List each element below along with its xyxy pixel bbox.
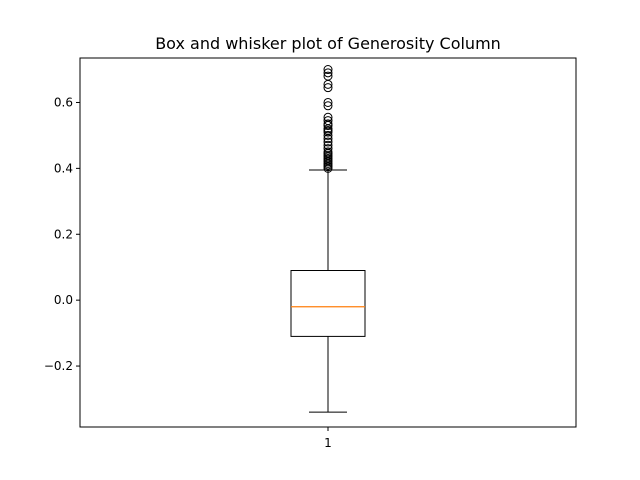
outlier-point: [323, 68, 333, 78]
outlier-point: [323, 101, 333, 111]
outlier-point: [323, 65, 333, 75]
y-tick-label: 0.0: [54, 293, 73, 307]
iqr-box: [290, 270, 366, 337]
outlier-point: [323, 116, 333, 126]
plot-area: [290, 65, 366, 413]
y-axis: −0.2 0.0 0.2 0.4 0.6: [44, 95, 80, 373]
outlier-point: [323, 140, 333, 150]
outlier-point: [323, 119, 333, 129]
outlier-point: [323, 137, 333, 147]
outlier-point: [323, 97, 333, 107]
outlier-point: [323, 147, 333, 157]
outlier-point: [323, 71, 333, 81]
y-tick-label: 0.4: [54, 161, 73, 175]
outlier-point: [323, 130, 333, 140]
x-tick-label: 1: [324, 436, 332, 450]
y-tick-label: −0.2: [44, 359, 73, 373]
outlier-point: [323, 112, 333, 122]
outlier-point: [323, 83, 333, 93]
y-tick-label: 0.6: [54, 95, 73, 109]
x-axis: 1: [324, 427, 332, 450]
chart-title: Box and whisker plot of Generosity Colum…: [155, 34, 501, 53]
y-tick-label: 0.2: [54, 227, 73, 241]
outlier-point: [323, 144, 333, 154]
